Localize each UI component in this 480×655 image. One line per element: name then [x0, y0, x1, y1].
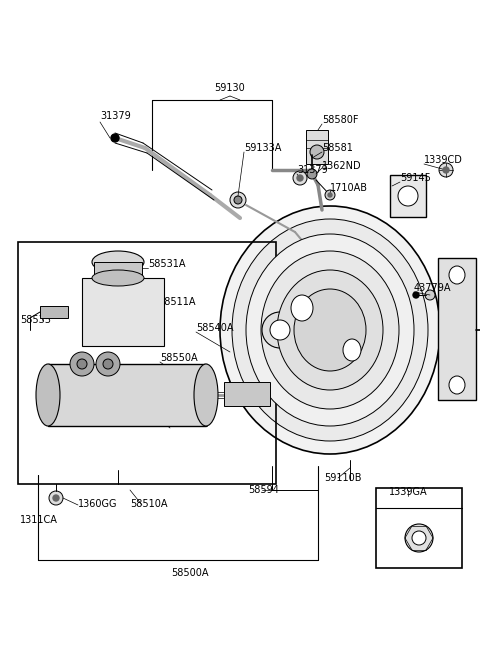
Text: 1339GA: 1339GA [389, 487, 427, 497]
Text: 58535: 58535 [20, 315, 51, 325]
Bar [18, 242, 276, 484]
Ellipse shape [261, 251, 399, 409]
Bar [438, 258, 476, 400]
Circle shape [425, 290, 435, 300]
Text: 58510A: 58510A [130, 499, 168, 509]
Circle shape [297, 175, 303, 181]
Circle shape [412, 531, 426, 545]
Text: 58531A: 58531A [148, 259, 185, 269]
Ellipse shape [92, 251, 144, 273]
Text: 43779A: 43779A [414, 283, 452, 293]
Circle shape [307, 169, 317, 179]
Ellipse shape [343, 339, 361, 361]
Text: 58550A: 58550A [160, 353, 198, 363]
Bar [48, 364, 206, 426]
Text: 59133A: 59133A [244, 143, 281, 153]
Text: 58500A: 58500A [171, 568, 209, 578]
Ellipse shape [92, 270, 144, 286]
Text: 1360GG: 1360GG [78, 499, 118, 509]
Circle shape [443, 167, 449, 173]
Bar [94, 262, 142, 278]
Ellipse shape [194, 364, 218, 426]
Ellipse shape [294, 289, 366, 371]
Text: 58580F: 58580F [322, 115, 359, 125]
Ellipse shape [36, 364, 60, 426]
Text: 59145: 59145 [400, 173, 431, 183]
Text: 58672: 58672 [42, 371, 73, 381]
Text: 1311CA: 1311CA [20, 515, 58, 525]
Circle shape [413, 292, 419, 298]
Text: 58540A: 58540A [196, 323, 233, 333]
Circle shape [230, 192, 246, 208]
Text: 59110B: 59110B [324, 473, 361, 483]
Text: 58594: 58594 [248, 485, 279, 495]
Text: 58672: 58672 [42, 389, 73, 399]
Circle shape [96, 352, 120, 376]
Ellipse shape [449, 266, 465, 284]
Circle shape [328, 193, 332, 197]
Text: 1362ND: 1362ND [322, 161, 361, 171]
Text: 1710AB: 1710AB [330, 183, 368, 193]
Bar [224, 382, 270, 406]
Circle shape [262, 312, 298, 348]
Ellipse shape [220, 206, 440, 454]
Circle shape [293, 171, 307, 185]
Text: 58581: 58581 [322, 143, 353, 153]
Ellipse shape [246, 234, 414, 426]
Circle shape [53, 495, 59, 501]
Circle shape [270, 320, 290, 340]
Text: 59130: 59130 [215, 83, 245, 93]
Text: 31379: 31379 [297, 165, 328, 175]
Text: 31379: 31379 [100, 111, 131, 121]
Circle shape [325, 190, 335, 200]
Bar [390, 175, 426, 217]
Bar [82, 278, 164, 346]
Circle shape [103, 359, 113, 369]
Circle shape [49, 491, 63, 505]
Circle shape [398, 186, 418, 206]
Circle shape [111, 134, 119, 142]
Text: 58511A: 58511A [158, 297, 195, 307]
Bar [40, 306, 68, 318]
Ellipse shape [449, 376, 465, 394]
Circle shape [439, 163, 453, 177]
Ellipse shape [291, 295, 313, 321]
Text: 58523: 58523 [252, 293, 283, 303]
Circle shape [310, 145, 324, 159]
Circle shape [234, 196, 242, 204]
Circle shape [70, 352, 94, 376]
Bar [376, 488, 462, 568]
Circle shape [77, 359, 87, 369]
Ellipse shape [277, 270, 383, 390]
Circle shape [405, 524, 433, 552]
Bar [306, 130, 328, 164]
Text: 58525A: 58525A [170, 419, 208, 429]
Ellipse shape [232, 219, 428, 441]
Text: 1339CD: 1339CD [424, 155, 463, 165]
